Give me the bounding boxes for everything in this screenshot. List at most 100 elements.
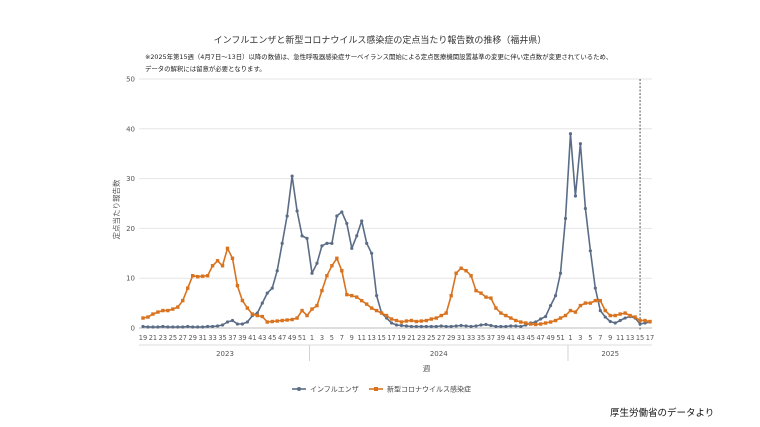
data-point-influenza	[638, 322, 642, 326]
legend-label-covid: 新型コロナウイルス感染症	[387, 385, 471, 394]
y-tick-label: 30	[126, 175, 135, 183]
data-point-influenza	[275, 269, 279, 273]
data-point-covid	[538, 322, 543, 326]
data-point-influenza	[350, 246, 354, 250]
data-point-influenza	[494, 324, 498, 329]
data-point-influenza	[315, 261, 319, 265]
x-tick-label: 41	[507, 334, 515, 342]
data-point-covid	[399, 320, 404, 324]
data-point-covid	[255, 313, 260, 318]
x-tick-label: 29	[447, 334, 455, 342]
x-tick-label: 15	[377, 334, 385, 342]
data-point-covid	[648, 319, 652, 324]
data-point-covid	[260, 314, 264, 319]
x-tick-label: 25	[427, 334, 435, 342]
x-tick-label: 9	[350, 334, 354, 342]
data-point-covid	[618, 312, 622, 316]
x-tick-label: 33	[467, 334, 475, 342]
data-point-covid	[548, 320, 553, 324]
data-point-influenza	[225, 320, 230, 324]
data-point-covid	[469, 274, 473, 278]
data-point-covid	[479, 291, 483, 295]
x-tick-label: 27	[437, 334, 445, 342]
data-point-covid	[514, 318, 518, 323]
x-tick-label: 29	[189, 334, 197, 342]
data-point-covid	[558, 316, 563, 320]
data-point-influenza	[514, 324, 518, 328]
data-point-covid	[593, 298, 598, 303]
data-point-influenza	[548, 303, 553, 308]
data-point-influenza	[295, 209, 299, 213]
data-point-covid	[429, 317, 433, 321]
data-point-influenza	[598, 308, 602, 313]
data-point-covid	[300, 308, 304, 313]
data-point-covid	[583, 301, 588, 305]
x-tick-label: 19	[139, 334, 147, 342]
data-point-influenza	[618, 318, 622, 323]
data-point-influenza	[210, 324, 215, 329]
data-point-covid	[568, 308, 573, 313]
data-point-influenza	[285, 214, 289, 218]
x-tick-label: 35	[218, 334, 226, 342]
data-point-covid	[524, 321, 528, 325]
data-point-covid	[151, 312, 155, 316]
data-point-covid	[444, 311, 448, 315]
year-label: 2023	[216, 350, 234, 358]
data-point-influenza	[245, 320, 249, 324]
data-point-influenza	[593, 286, 597, 290]
x-tick-label: 37	[228, 334, 236, 342]
data-point-influenza	[459, 323, 463, 328]
data-point-influenza	[330, 241, 334, 245]
data-point-covid	[434, 316, 438, 320]
data-point-covid	[384, 313, 389, 318]
x-tick-label: 37	[487, 334, 495, 342]
x-tick-label: 19	[397, 334, 405, 342]
data-point-influenza	[444, 324, 448, 329]
data-point-covid	[200, 274, 205, 278]
data-point-covid	[225, 246, 230, 251]
data-point-influenza	[230, 318, 235, 323]
data-point-covid	[166, 308, 170, 313]
data-point-influenza	[608, 319, 612, 324]
x-tick-label: 45	[268, 334, 276, 342]
x-tick-label: 17	[387, 334, 395, 342]
data-point-influenza	[270, 286, 274, 290]
x-tick-label: 33	[208, 334, 216, 342]
data-point-covid	[643, 318, 647, 323]
data-point-influenza	[365, 241, 369, 245]
x-tick-label: 1	[310, 334, 314, 342]
data-point-covid	[454, 271, 458, 275]
source-credit: 厚生労働省のデータより	[610, 408, 715, 419]
y-tick-label: 0	[131, 325, 135, 333]
x-tick-label: 47	[536, 334, 544, 342]
data-point-influenza	[449, 324, 453, 329]
y-tick-label: 50	[126, 76, 135, 84]
data-point-influenza	[171, 325, 175, 329]
x-tick-label: 7	[598, 334, 602, 342]
x-tick-label: 13	[367, 334, 375, 342]
data-point-covid	[245, 306, 250, 310]
x-tick-label: 21	[149, 334, 157, 342]
data-point-covid	[439, 313, 443, 318]
data-point-covid	[553, 318, 558, 323]
x-tick-label: 21	[407, 334, 415, 342]
x-tick-label: 5	[330, 334, 334, 342]
data-point-influenza	[240, 322, 245, 326]
data-point-influenza	[335, 214, 339, 218]
x-tick-label: 5	[588, 334, 592, 342]
x-tick-label: 1	[568, 334, 572, 342]
data-point-influenza	[181, 325, 185, 329]
chart-note-line-2: データの解釈には留意が必要となります。	[145, 65, 266, 73]
data-point-covid	[290, 317, 294, 322]
x-tick-label: 13	[626, 334, 634, 342]
data-point-influenza	[280, 241, 284, 245]
data-point-influenza	[429, 324, 433, 329]
data-point-influenza	[439, 324, 443, 328]
data-point-covid	[449, 293, 453, 298]
x-tick-label: 3	[320, 334, 324, 342]
data-point-influenza	[394, 323, 399, 327]
data-point-influenza	[340, 210, 344, 214]
data-point-covid	[280, 318, 284, 323]
